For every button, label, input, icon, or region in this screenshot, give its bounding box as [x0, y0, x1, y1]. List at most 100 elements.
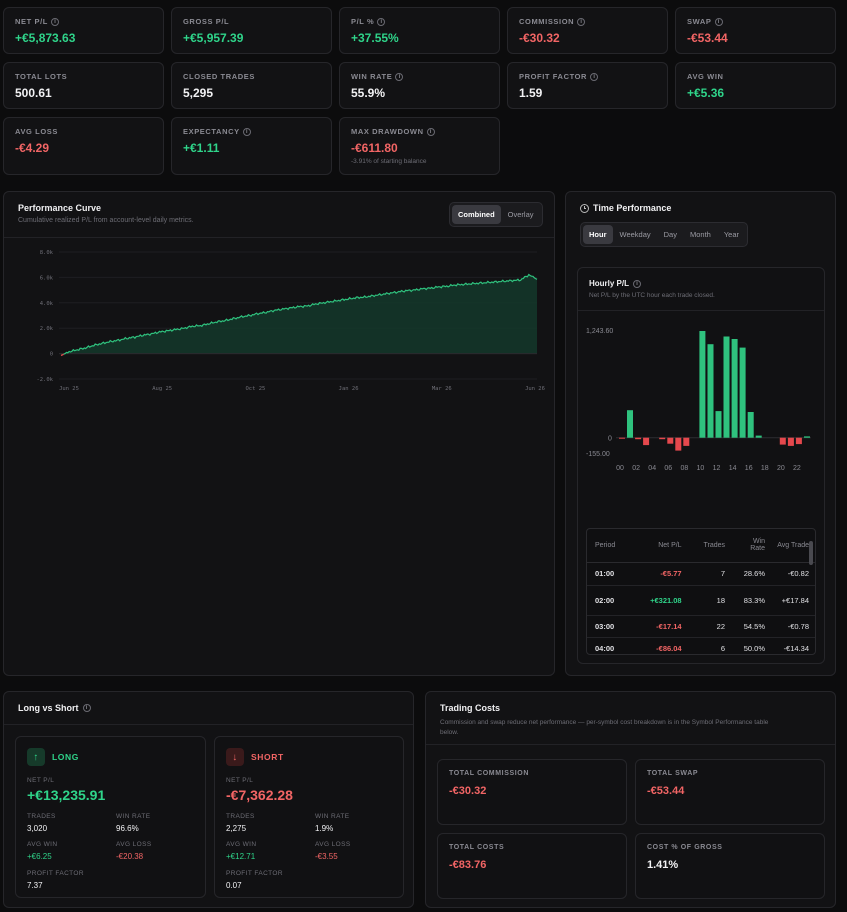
bar[interactable]: [619, 437, 625, 439]
stat-label: PROFIT FACTOR i: [519, 72, 599, 81]
stat-label-text: CLOSED TRADES: [183, 72, 255, 81]
table-row[interactable]: 01:00 -€5.77 7 28.6% -€0.82: [587, 562, 815, 586]
bar[interactable]: [715, 411, 722, 438]
bar[interactable]: [787, 437, 794, 446]
cost-value: 1.41%: [647, 859, 679, 871]
profit-factor-value: 7.37: [27, 881, 43, 890]
info-icon[interactable]: i: [395, 72, 404, 81]
stat-card-p-l: P/L % i +37.55%: [339, 7, 500, 54]
cell-period: 03:00: [587, 615, 632, 638]
x-tick-label: 00: [616, 465, 624, 472]
x-tick-label: Oct 25: [245, 386, 265, 392]
bar[interactable]: [643, 437, 650, 446]
table-scrollbar[interactable]: [809, 541, 813, 565]
bar[interactable]: [804, 436, 810, 438]
tab-combined[interactable]: Combined: [452, 205, 501, 224]
stat-card-avg-loss: AVG LOSS -€4.29: [3, 117, 164, 175]
cost-value: -€30.32: [449, 785, 487, 797]
bar[interactable]: [627, 410, 633, 438]
bar[interactable]: [755, 435, 762, 438]
cost-card-total-swap: TOTAL SWAP -€53.44: [635, 759, 825, 825]
hourly-table-wrap[interactable]: Period Net P/L Trades Win Rate Avg Trade 01:…: [586, 528, 816, 655]
bar[interactable]: [675, 437, 682, 451]
net-pl-label: NET P/L: [27, 777, 55, 784]
info-icon[interactable]: i: [590, 72, 599, 81]
column-header-avg-trade[interactable]: Avg Trade: [771, 529, 815, 563]
info-icon[interactable]: i: [82, 704, 91, 712]
stat-value: +€5,873.63: [15, 31, 76, 45]
x-tick-label: 04: [648, 465, 656, 472]
table-row[interactable]: 03:00 -€17.14 22 54.5% -€0.78: [587, 615, 815, 638]
info-icon[interactable]: i: [242, 127, 251, 136]
bar[interactable]: [699, 331, 706, 438]
stat-label: SWAP i: [687, 17, 723, 26]
x-tick-label: 18: [761, 465, 769, 472]
tab-hour[interactable]: Hour: [583, 225, 613, 244]
bar[interactable]: [707, 344, 714, 438]
cell-avg: -€0.82: [771, 562, 815, 586]
bar[interactable]: [683, 437, 690, 446]
bar[interactable]: [731, 339, 738, 438]
table-row[interactable]: 02:00 +€321.08 18 83.3% +€17.84: [587, 585, 815, 616]
stat-label-text: WIN RATE: [351, 72, 393, 81]
bar[interactable]: [635, 437, 642, 440]
cell-trades: 22: [687, 615, 731, 638]
time-performance-title-text: Time Performance: [593, 203, 672, 213]
bar[interactable]: [723, 336, 730, 438]
cell-avg: +€17.84: [771, 585, 815, 616]
stat-label: MAX DRAWDOWN i: [351, 127, 435, 136]
cell-win: 50.0%: [731, 637, 771, 654]
cost-label: TOTAL SWAP: [647, 770, 699, 777]
stat-label-text: COMMISSION: [519, 17, 575, 26]
avg-win-value: +€12.71: [226, 852, 256, 861]
stat-label: AVG LOSS: [15, 127, 58, 136]
y-bottom-label: -155.00: [586, 451, 610, 458]
column-header-net-pl[interactable]: Net P/L: [631, 529, 688, 563]
hourly-subtitle: Net P/L by the UTC hour each trade close…: [589, 292, 715, 299]
bar[interactable]: [739, 347, 746, 438]
stat-label-text: AVG LOSS: [15, 127, 58, 136]
cost-card-total-costs: TOTAL COSTS -€83.76: [437, 833, 627, 899]
stat-label: WIN RATE i: [351, 72, 404, 81]
tab-weekday[interactable]: Weekday: [614, 225, 657, 244]
stat-card-win-rate: WIN RATE i 55.9%: [339, 62, 500, 109]
stat-card-avg-win: AVG WIN +€5.36: [675, 62, 836, 109]
info-icon[interactable]: i: [714, 17, 723, 26]
profit-factor-label: PROFIT FACTOR: [27, 870, 84, 877]
info-icon[interactable]: i: [426, 127, 435, 136]
info-icon[interactable]: i: [633, 279, 642, 288]
bar[interactable]: [747, 412, 754, 438]
column-header-win-rate[interactable]: Win Rate: [731, 529, 771, 563]
performance-subtitle: Cumulative realized P/L from account-lev…: [18, 217, 194, 224]
hourly-pl-card: Hourly P/L i Net P/L by the UTC hour eac…: [577, 267, 825, 664]
x-tick-label: 14: [729, 465, 737, 472]
column-header-period[interactable]: Period: [587, 529, 632, 563]
tab-overlay[interactable]: Overlay: [502, 205, 540, 224]
trades-value: 3,020: [27, 824, 48, 833]
stat-label: CLOSED TRADES: [183, 72, 255, 81]
table-row[interactable]: 04:00 -€86.04 6 50.0% -€14.34: [587, 637, 815, 654]
cell-trades: 7: [687, 562, 731, 586]
cost-label: TOTAL COSTS: [449, 844, 505, 851]
stat-label-text: GROSS P/L: [183, 17, 230, 26]
info-icon[interactable]: i: [50, 17, 59, 26]
tab-day[interactable]: Day: [658, 225, 683, 244]
performance-title: Performance Curve: [18, 203, 102, 213]
bar[interactable]: [795, 437, 802, 445]
trading-costs-title: Trading Costs: [440, 703, 501, 713]
tab-month[interactable]: Month: [684, 225, 717, 244]
performance-curve-panel: Performance Curve Cumulative realized P/…: [3, 191, 555, 676]
column-header-trades[interactable]: Trades: [687, 529, 731, 563]
y-tick-label: 4.0k: [40, 301, 54, 307]
bar[interactable]: [779, 437, 786, 445]
x-tick-label: 22: [793, 465, 801, 472]
info-icon[interactable]: i: [377, 17, 386, 26]
bar[interactable]: [667, 437, 674, 444]
info-icon[interactable]: i: [577, 17, 586, 26]
time-tab-group: Hour Weekday Day Month Year: [580, 222, 748, 247]
short-header: ↓ SHORT: [226, 748, 284, 766]
bar[interactable]: [659, 437, 666, 440]
performance-chart: 8.0k 6.0k 4.0k 2.0k 0 -2.0k Jun 25 Aug 25 Oct 25…: [36, 250, 545, 392]
tab-year[interactable]: Year: [718, 225, 745, 244]
avg-loss-value: -€3.55: [315, 852, 338, 861]
